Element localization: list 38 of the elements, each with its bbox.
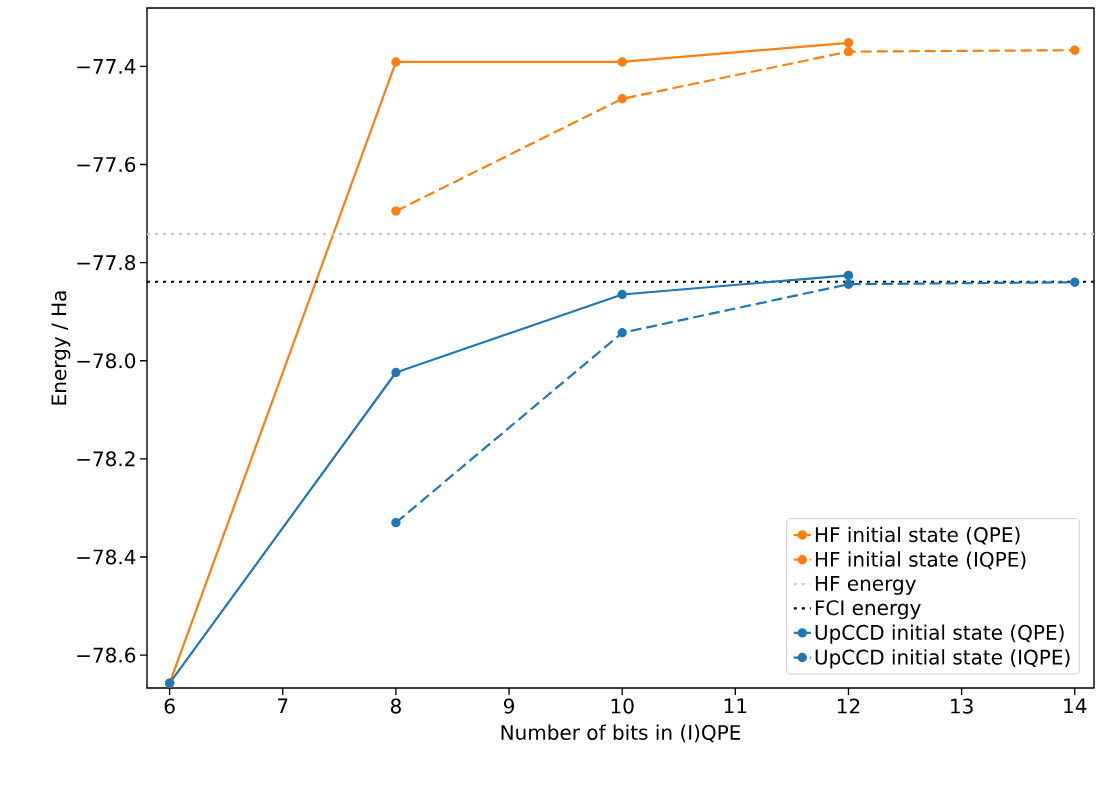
y-tick-label: −77.4 (77, 59, 136, 74)
y-tick-label: −78.2 (77, 451, 135, 467)
point (391, 517, 401, 528)
y-tick-label: −78.0 (77, 353, 136, 369)
legend-label: HF initial state (QPE) (815, 526, 1020, 545)
legend-label: UpCCD initial state (QPE) (815, 624, 1064, 644)
point (391, 367, 401, 378)
x-tick-label: 9 (503, 698, 515, 714)
point (843, 270, 854, 281)
point (843, 279, 854, 289)
x-tick-label: 7 (278, 698, 288, 714)
x-tick-label: 13 (951, 698, 973, 714)
x-tick-label: 8 (390, 698, 401, 714)
x-axis-title: Number of bits in (I)QPE (501, 724, 741, 743)
y-tick-label: −78.4 (77, 549, 136, 565)
x-tick-label: 6 (164, 698, 175, 714)
point (391, 206, 401, 216)
point (617, 94, 627, 104)
point (843, 46, 854, 57)
point (617, 289, 627, 300)
point (1070, 277, 1080, 287)
point (617, 57, 627, 67)
legend-label: HF energy (815, 576, 916, 595)
point (617, 328, 627, 338)
x-tick-label: 14 (1064, 698, 1087, 714)
legend-label: FCI energy (815, 600, 921, 620)
x-tick-label: 11 (724, 698, 747, 714)
point (391, 57, 401, 67)
legend-label: UpCCD initial state (IQPE) (815, 649, 1070, 669)
y-tick-label: −77.8 (77, 255, 136, 271)
point (1070, 45, 1080, 55)
y-tick-label: −77.6 (77, 156, 136, 173)
y-tick-label: −78.6 (77, 647, 136, 663)
legend-label: HF initial state (IQPE) (815, 551, 1026, 570)
y-axis-title: Energy / Ha (51, 291, 71, 405)
point (843, 38, 854, 48)
x-tick-label: 10 (611, 698, 634, 714)
x-tick-label: 12 (837, 698, 860, 714)
